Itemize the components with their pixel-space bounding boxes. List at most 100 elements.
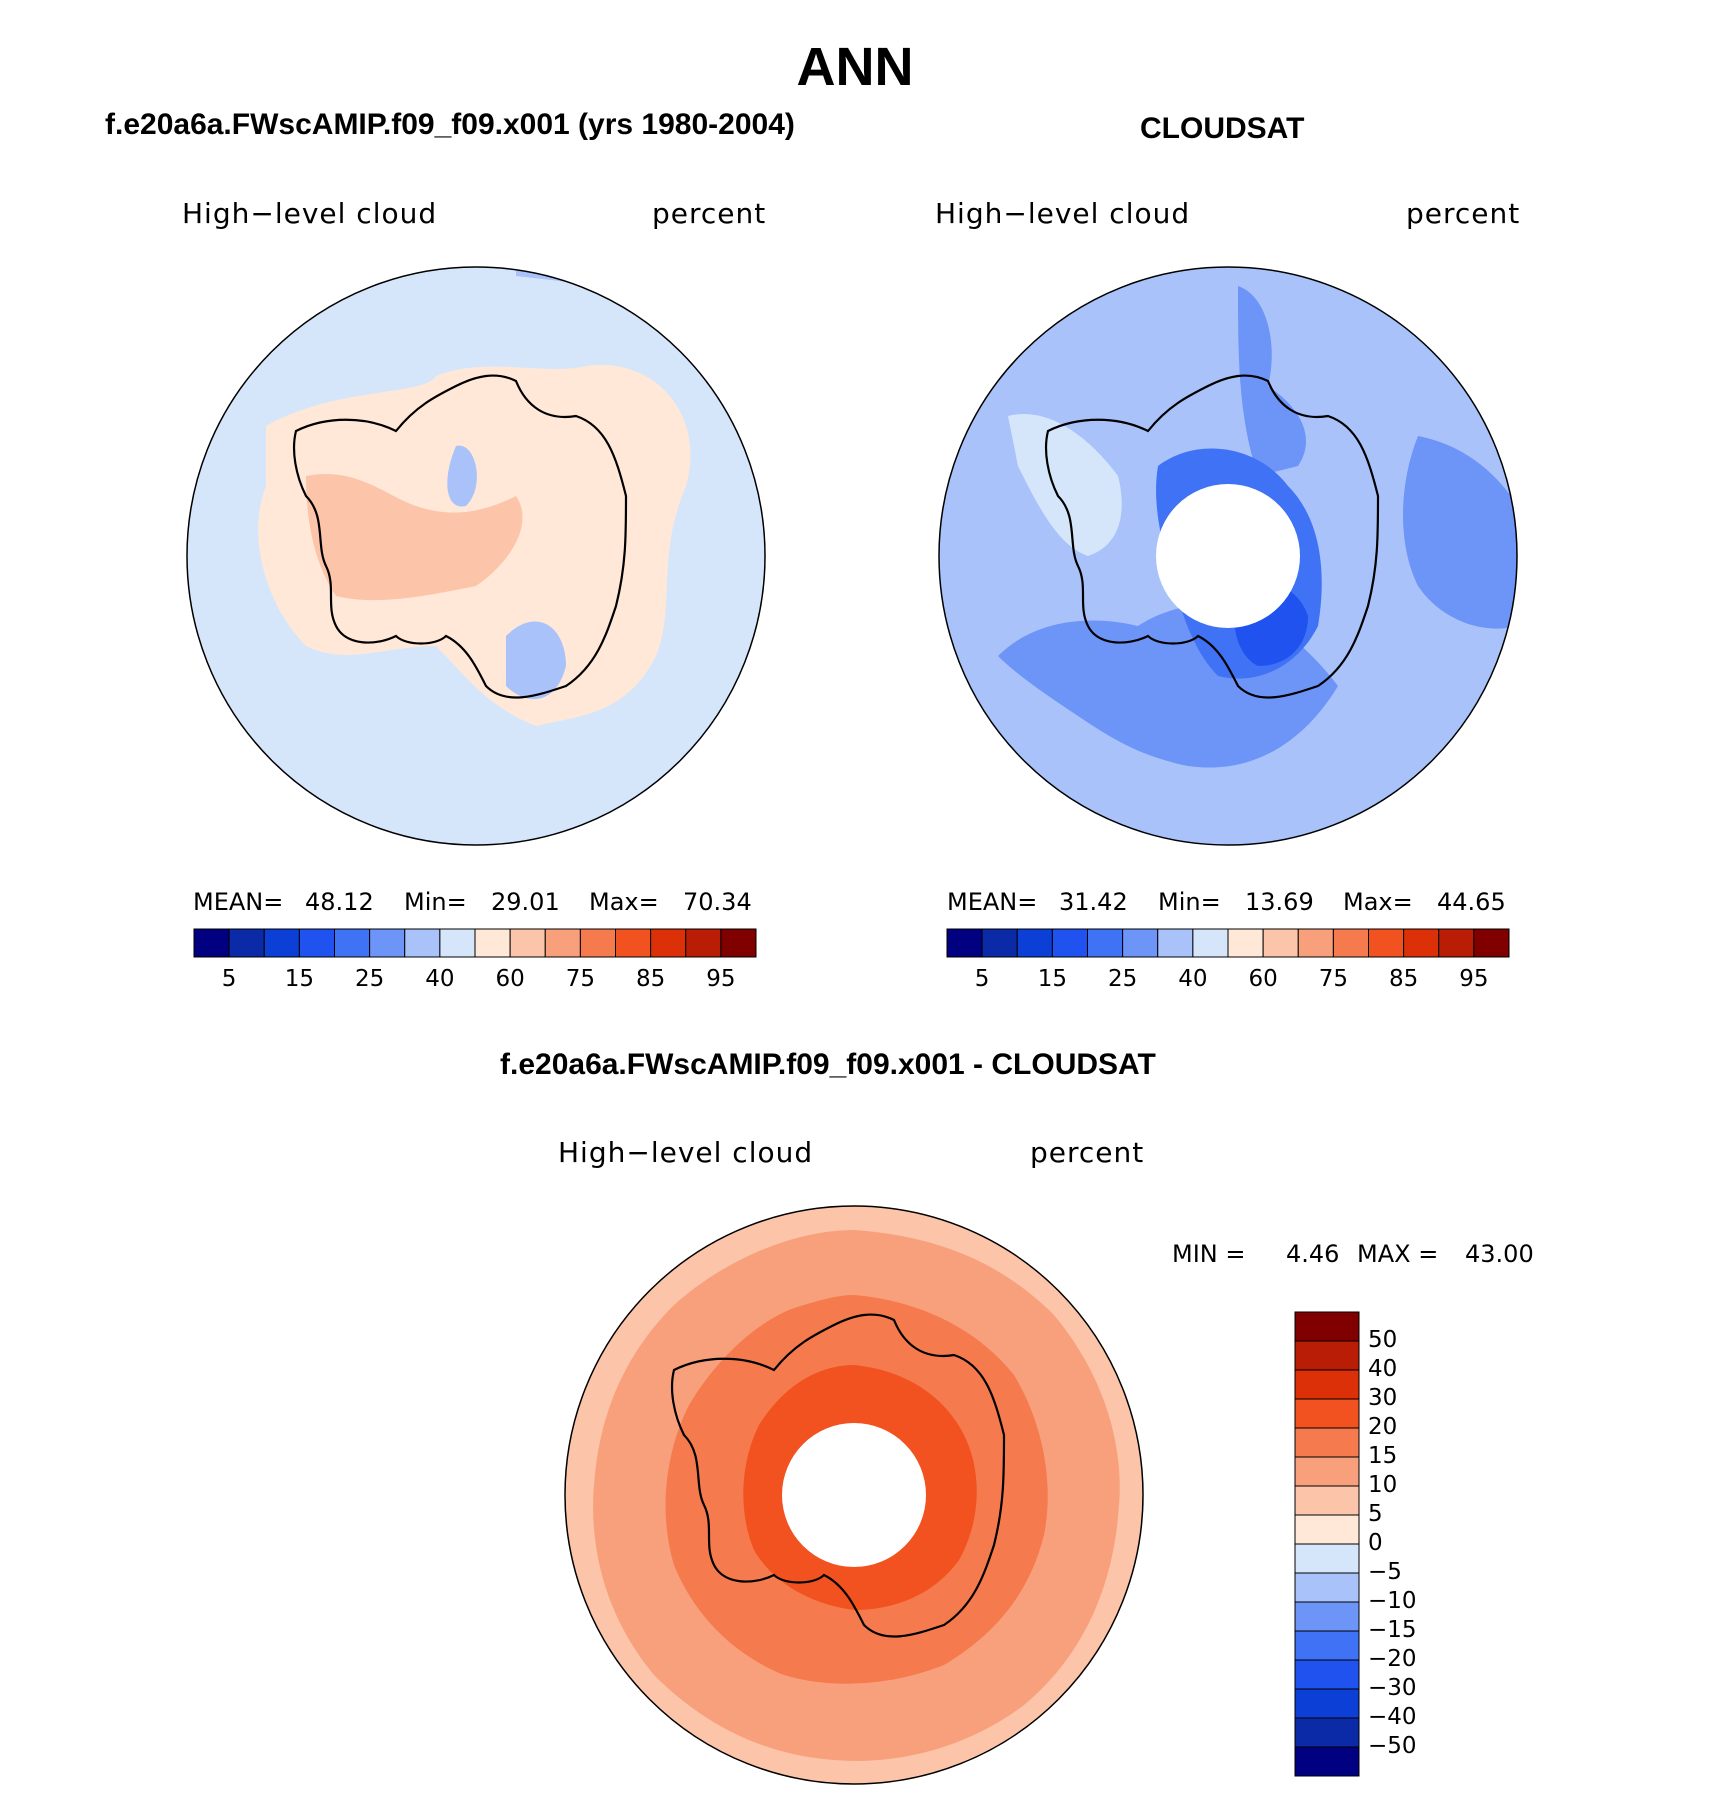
panel-1-map-border bbox=[186, 266, 766, 846]
panel-3-colorbar bbox=[1294, 1311, 1360, 1777]
panel-3-variable-label: High−level cloud bbox=[558, 1136, 814, 1169]
colorbar-tick-label: 30 bbox=[1368, 1385, 1398, 1411]
colorbar-swatch bbox=[1368, 928, 1405, 958]
colorbar-tick-label: −50 bbox=[1368, 1733, 1417, 1759]
colorbar-swatch bbox=[1294, 1601, 1360, 1632]
colorbar-tick-label: −10 bbox=[1368, 1588, 1417, 1614]
panel-1-colorbar bbox=[193, 928, 757, 958]
colorbar-swatch bbox=[1262, 928, 1299, 958]
colorbar-swatch bbox=[1294, 1514, 1360, 1545]
colorbar-swatch bbox=[1294, 1311, 1360, 1342]
colorbar-swatch bbox=[1294, 1456, 1360, 1487]
colorbar-swatch bbox=[1294, 1746, 1360, 1777]
colorbar-tick-label: 10 bbox=[1368, 1472, 1398, 1498]
panel-3-units-label: percent bbox=[1030, 1136, 1145, 1169]
panel-2-colorbar bbox=[946, 928, 1510, 958]
colorbar-tick-label: 40 bbox=[1178, 966, 1208, 992]
colorbar-tick-label: 15 bbox=[1368, 1443, 1398, 1469]
colorbar-swatch bbox=[1332, 928, 1370, 958]
colorbar-swatch bbox=[1294, 1572, 1360, 1603]
panel-1-mean-value: 48.12 bbox=[305, 888, 374, 916]
panel-1-antarctica-coastline bbox=[292, 374, 628, 699]
colorbar-swatch bbox=[1157, 928, 1194, 958]
colorbar-swatch bbox=[439, 928, 476, 958]
panel-3-antarctica-coastline bbox=[670, 1313, 1006, 1638]
colorbar-swatch bbox=[615, 928, 652, 958]
colorbar-swatch bbox=[720, 928, 757, 958]
panel-2-east-patch bbox=[1403, 436, 1517, 629]
colorbar-swatch bbox=[1294, 1340, 1360, 1371]
page-title: ANN bbox=[796, 37, 914, 97]
panel-3-min-label: MIN = bbox=[1172, 1240, 1246, 1268]
panel-1-plateau-patch-a bbox=[447, 445, 477, 507]
colorbar-tick-label: 5 bbox=[1368, 1501, 1383, 1527]
panel-1-max-label: Max= bbox=[589, 888, 659, 916]
colorbar-swatch bbox=[1051, 928, 1089, 958]
colorbar-swatch bbox=[1294, 1688, 1360, 1719]
colorbar-swatch bbox=[1297, 928, 1334, 958]
colorbar-swatch bbox=[685, 928, 722, 958]
panel-3-max-label: MAX = bbox=[1357, 1240, 1439, 1268]
panel-2-polar-gap bbox=[1156, 484, 1300, 628]
colorbar-tick-label: 85 bbox=[1388, 966, 1419, 992]
colorbar-swatch bbox=[1294, 1659, 1360, 1690]
colorbar-tick-label: 40 bbox=[425, 966, 455, 992]
colorbar-tick-label: 85 bbox=[635, 966, 666, 992]
colorbar-swatch bbox=[1227, 928, 1264, 958]
colorbar-swatch bbox=[1294, 1427, 1360, 1458]
colorbar-swatch bbox=[334, 928, 371, 958]
panel-3-map bbox=[564, 1205, 1144, 1785]
panel-3-min-value: 4.46 bbox=[1286, 1240, 1340, 1268]
colorbar-swatch bbox=[298, 928, 336, 958]
colorbar-swatch bbox=[1473, 928, 1510, 958]
panel-2-pacific-patch-a bbox=[1238, 286, 1307, 476]
colorbar-tick-label: 95 bbox=[1459, 966, 1489, 992]
panel-2-units-label: percent bbox=[1406, 197, 1521, 230]
colorbar-swatch bbox=[263, 928, 300, 958]
colorbar-swatch bbox=[474, 928, 511, 958]
colorbar-swatch bbox=[1294, 1369, 1360, 1400]
colorbar-tick-label: 95 bbox=[706, 966, 736, 992]
colorbar-tick-label: 75 bbox=[1318, 966, 1349, 992]
colorbar-tick-label: 60 bbox=[1248, 966, 1278, 992]
panel-2-mean-label: MEAN= bbox=[947, 888, 1038, 916]
panel-1-units-label: percent bbox=[652, 197, 767, 230]
panel-2-map-border bbox=[938, 266, 1518, 846]
colorbar-swatch bbox=[1294, 1630, 1360, 1661]
colorbar-tick-label: 40 bbox=[1368, 1356, 1398, 1382]
colorbar-tick-label: 20 bbox=[1368, 1414, 1398, 1440]
panel-2-colorbar-ticks: 5 15 25 40 60 75 85 95 bbox=[947, 966, 1509, 996]
panel-1-min-label: Min= bbox=[404, 888, 467, 916]
panel-1-map bbox=[186, 266, 766, 846]
colorbar-swatch bbox=[228, 928, 265, 958]
colorbar-tick-label: 15 bbox=[284, 966, 315, 992]
colorbar-tick-label: 25 bbox=[1107, 966, 1138, 992]
panel-1-mean-label: MEAN= bbox=[193, 888, 284, 916]
panel-3-map-border bbox=[564, 1205, 1144, 1785]
colorbar-swatch bbox=[1122, 928, 1159, 958]
panel-3-colorbar-ticks: 50 40 30 20 15 10 5 0 −5 −10 −15 −20 −30 −40 −50 bbox=[1368, 1312, 1448, 1776]
panel-2-max-value: 44.65 bbox=[1437, 888, 1506, 916]
panel-3-title: f.e20a6a.FWscAMIP.f09_f09.x001 - CLOUDSA… bbox=[500, 1048, 1156, 1081]
panel-2-peninsula-fill bbox=[1008, 414, 1122, 556]
colorbar-swatch bbox=[579, 928, 617, 958]
colorbar-swatch bbox=[1294, 1398, 1360, 1429]
colorbar-tick-label: −40 bbox=[1368, 1704, 1417, 1730]
colorbar-swatch bbox=[1294, 1485, 1360, 1516]
colorbar-swatch bbox=[650, 928, 687, 958]
colorbar-tick-label: 50 bbox=[1368, 1327, 1398, 1353]
panel-2-antarctica-coastline bbox=[1044, 374, 1380, 699]
colorbar-tick-label: 15 bbox=[1037, 966, 1068, 992]
colorbar-tick-label: 5 bbox=[221, 966, 237, 992]
panel-1-west-core-fill bbox=[306, 473, 523, 601]
panel-2-min-value: 13.69 bbox=[1245, 888, 1314, 916]
panel-2-min-label: Min= bbox=[1158, 888, 1221, 916]
colorbar-tick-label: 75 bbox=[565, 966, 596, 992]
colorbar-tick-label: 5 bbox=[974, 966, 990, 992]
colorbar-tick-label: 25 bbox=[354, 966, 385, 992]
panel-3-polar-gap bbox=[782, 1423, 926, 1567]
colorbar-tick-label: −15 bbox=[1368, 1617, 1417, 1643]
panel-1-title: f.e20a6a.FWscAMIP.f09_f09.x001 (yrs 1980… bbox=[105, 108, 795, 141]
colorbar-swatch bbox=[404, 928, 441, 958]
colorbar-swatch bbox=[946, 928, 983, 958]
